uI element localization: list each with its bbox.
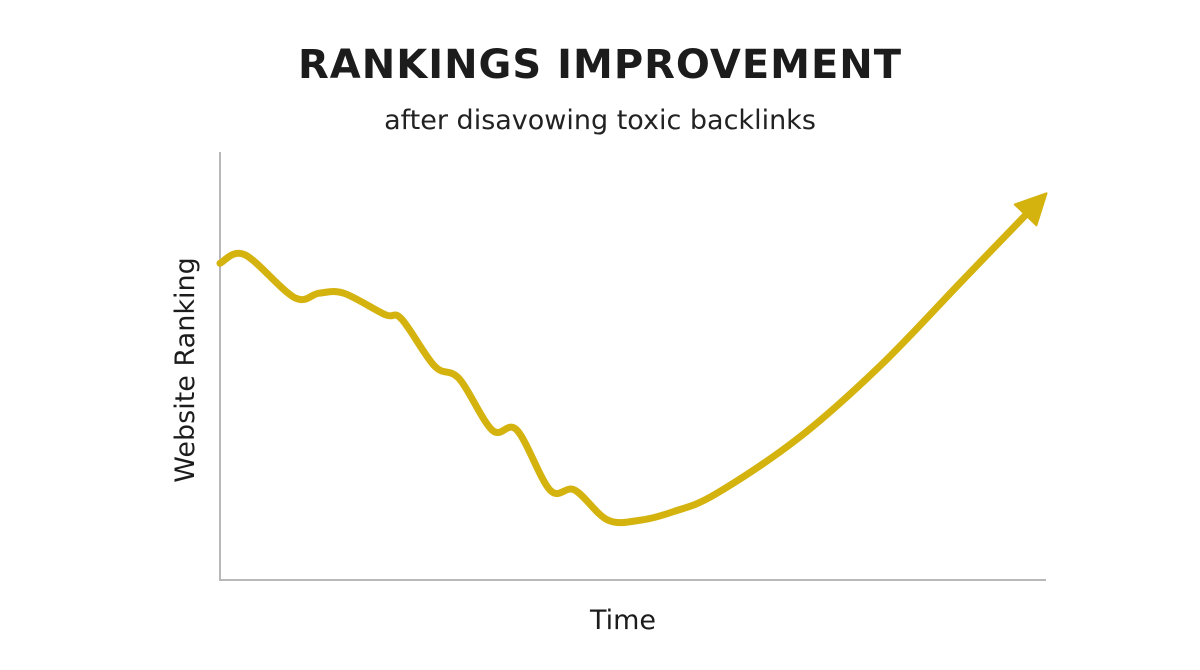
plot-area [216, 192, 1048, 527]
chart-subtitle: after disavowing toxic backlinks [384, 105, 816, 136]
chart-title: RANKINGS IMPROVEMENT [297, 42, 903, 88]
y-axis-label: Website Ranking [170, 257, 201, 482]
trend-arrowhead [1013, 192, 1048, 227]
series-line-0 [216, 199, 1041, 527]
x-axis-label: Time [589, 605, 656, 636]
